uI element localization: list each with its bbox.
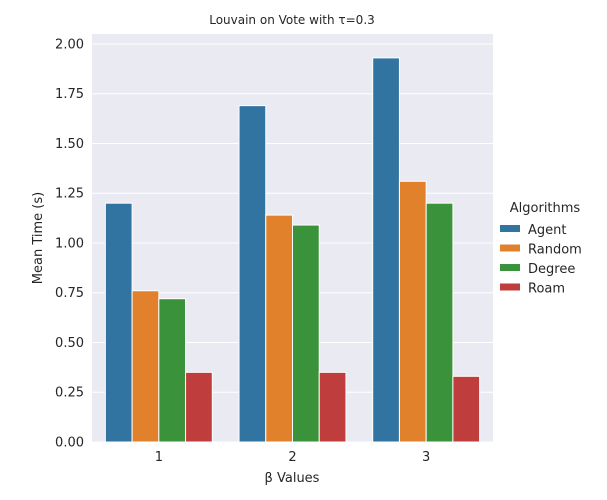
legend-label-agent: Agent: [528, 223, 566, 238]
y-tick-label: 0.00: [55, 436, 84, 451]
y-tick-label: 0.75: [55, 286, 84, 301]
legend-title: Algorithms: [510, 201, 581, 216]
x-tick-label: 2: [288, 450, 296, 465]
x-tick-labels: 1 2 3: [155, 450, 431, 465]
bar-roam-1: [185, 371, 213, 443]
y-tick-label: 0.25: [55, 386, 84, 401]
bar-roam-3: [452, 375, 481, 443]
y-tick-labels: 0.00 0.25 0.50 0.75 1.00 1.25 1.50 1.75 2.00: [55, 37, 84, 450]
bar-degree-1: [158, 298, 187, 443]
y-axis-label: Mean Time (s): [31, 192, 46, 284]
y-tick-label: 1.50: [55, 137, 84, 152]
bar-agent-3: [372, 57, 400, 443]
bar-agent-2: [238, 105, 267, 443]
bar-degree-2: [292, 224, 320, 443]
legend-label-roam: Roam: [528, 282, 565, 297]
legend-swatch-agent: [500, 225, 520, 232]
bars: [104, 57, 481, 443]
y-tick-label: 1.75: [55, 87, 84, 102]
bar-random-1: [131, 290, 160, 443]
bar-agent-1: [104, 202, 133, 443]
x-axis-label: β Values: [265, 471, 320, 486]
legend-swatch-random: [500, 244, 520, 252]
y-tick-label: 0.50: [55, 336, 84, 351]
x-tick-label: 3: [422, 450, 430, 465]
bar-roam-2: [318, 371, 347, 443]
legend: Algorithms Agent Random Degree Roam: [500, 201, 582, 297]
bar-random-3: [398, 180, 427, 443]
legend-label-random: Random: [528, 243, 582, 258]
y-tick-label: 1.00: [55, 236, 84, 251]
y-tick-label: 1.25: [55, 187, 84, 202]
legend-items: Agent Random Degree Roam: [500, 223, 582, 297]
chart-title: Louvain on Vote with τ=0.3: [209, 13, 375, 27]
x-tick-label: 1: [155, 450, 163, 465]
y-tick-label: 2.00: [55, 37, 84, 52]
bar-random-2: [265, 214, 293, 443]
legend-swatch-degree: [500, 264, 520, 271]
legend-swatch-roam: [500, 283, 520, 291]
bar-degree-3: [425, 202, 454, 443]
legend-label-degree: Degree: [528, 262, 575, 277]
